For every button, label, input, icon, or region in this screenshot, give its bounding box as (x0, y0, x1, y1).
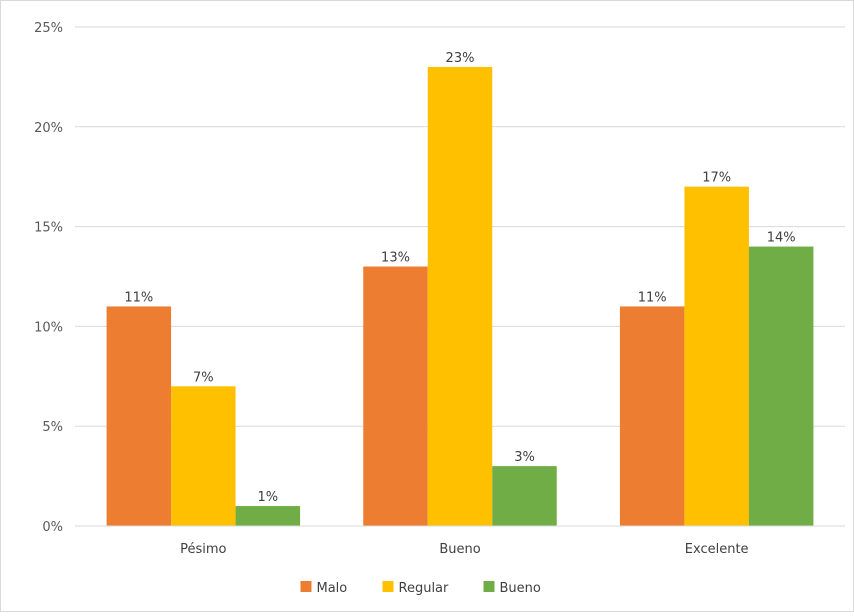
x-tick-label: Bueno (439, 542, 480, 557)
data-label: 11% (124, 290, 153, 305)
y-tick-label: 15% (34, 221, 63, 236)
legend-label: Malo (317, 581, 348, 596)
legend-swatch-regular (382, 581, 394, 592)
bar-malo-1 (363, 266, 428, 526)
data-label: 17% (702, 171, 731, 186)
data-label: 11% (638, 290, 667, 305)
bar-regular-1 (427, 66, 493, 527)
bar-regular-2 (684, 186, 749, 526)
x-tick-label: Pésimo (180, 542, 226, 557)
bar-regular-0 (171, 386, 236, 526)
data-label: 23% (446, 51, 475, 66)
y-tick-label: 10% (34, 320, 63, 335)
legend-label: Bueno (500, 581, 541, 596)
bar-malo-2 (619, 306, 685, 526)
bar-bueno-0 (235, 506, 301, 526)
legend-swatch-malo (300, 581, 312, 592)
bar-bueno-2 (748, 246, 814, 526)
y-tick-label: 0% (42, 520, 63, 535)
y-tick-label: 5% (42, 420, 63, 435)
data-label: 7% (193, 370, 214, 385)
data-labels: 11% 7% 1% 13% 23% 3% 11% 17% 14% (124, 51, 795, 505)
bar-bueno-1 (492, 466, 557, 526)
y-tick-label: 25% (34, 21, 63, 36)
legend: Malo Regular Bueno (300, 581, 541, 596)
data-label: 1% (258, 490, 279, 505)
x-tick-label: Excelente (685, 542, 749, 557)
legend-swatch-bueno (483, 581, 495, 592)
y-axis-ticks: 0% 5% 10% 15% 20% 25% (34, 21, 63, 535)
data-label: 14% (767, 231, 796, 246)
y-tick-label: 20% (34, 121, 63, 136)
data-label: 3% (514, 450, 535, 465)
bars (106, 66, 814, 527)
x-axis-ticks: Pésimo Bueno Excelente (180, 542, 748, 557)
legend-label: Regular (399, 581, 450, 596)
data-label: 13% (381, 251, 410, 266)
bar-malo-0 (106, 306, 172, 526)
